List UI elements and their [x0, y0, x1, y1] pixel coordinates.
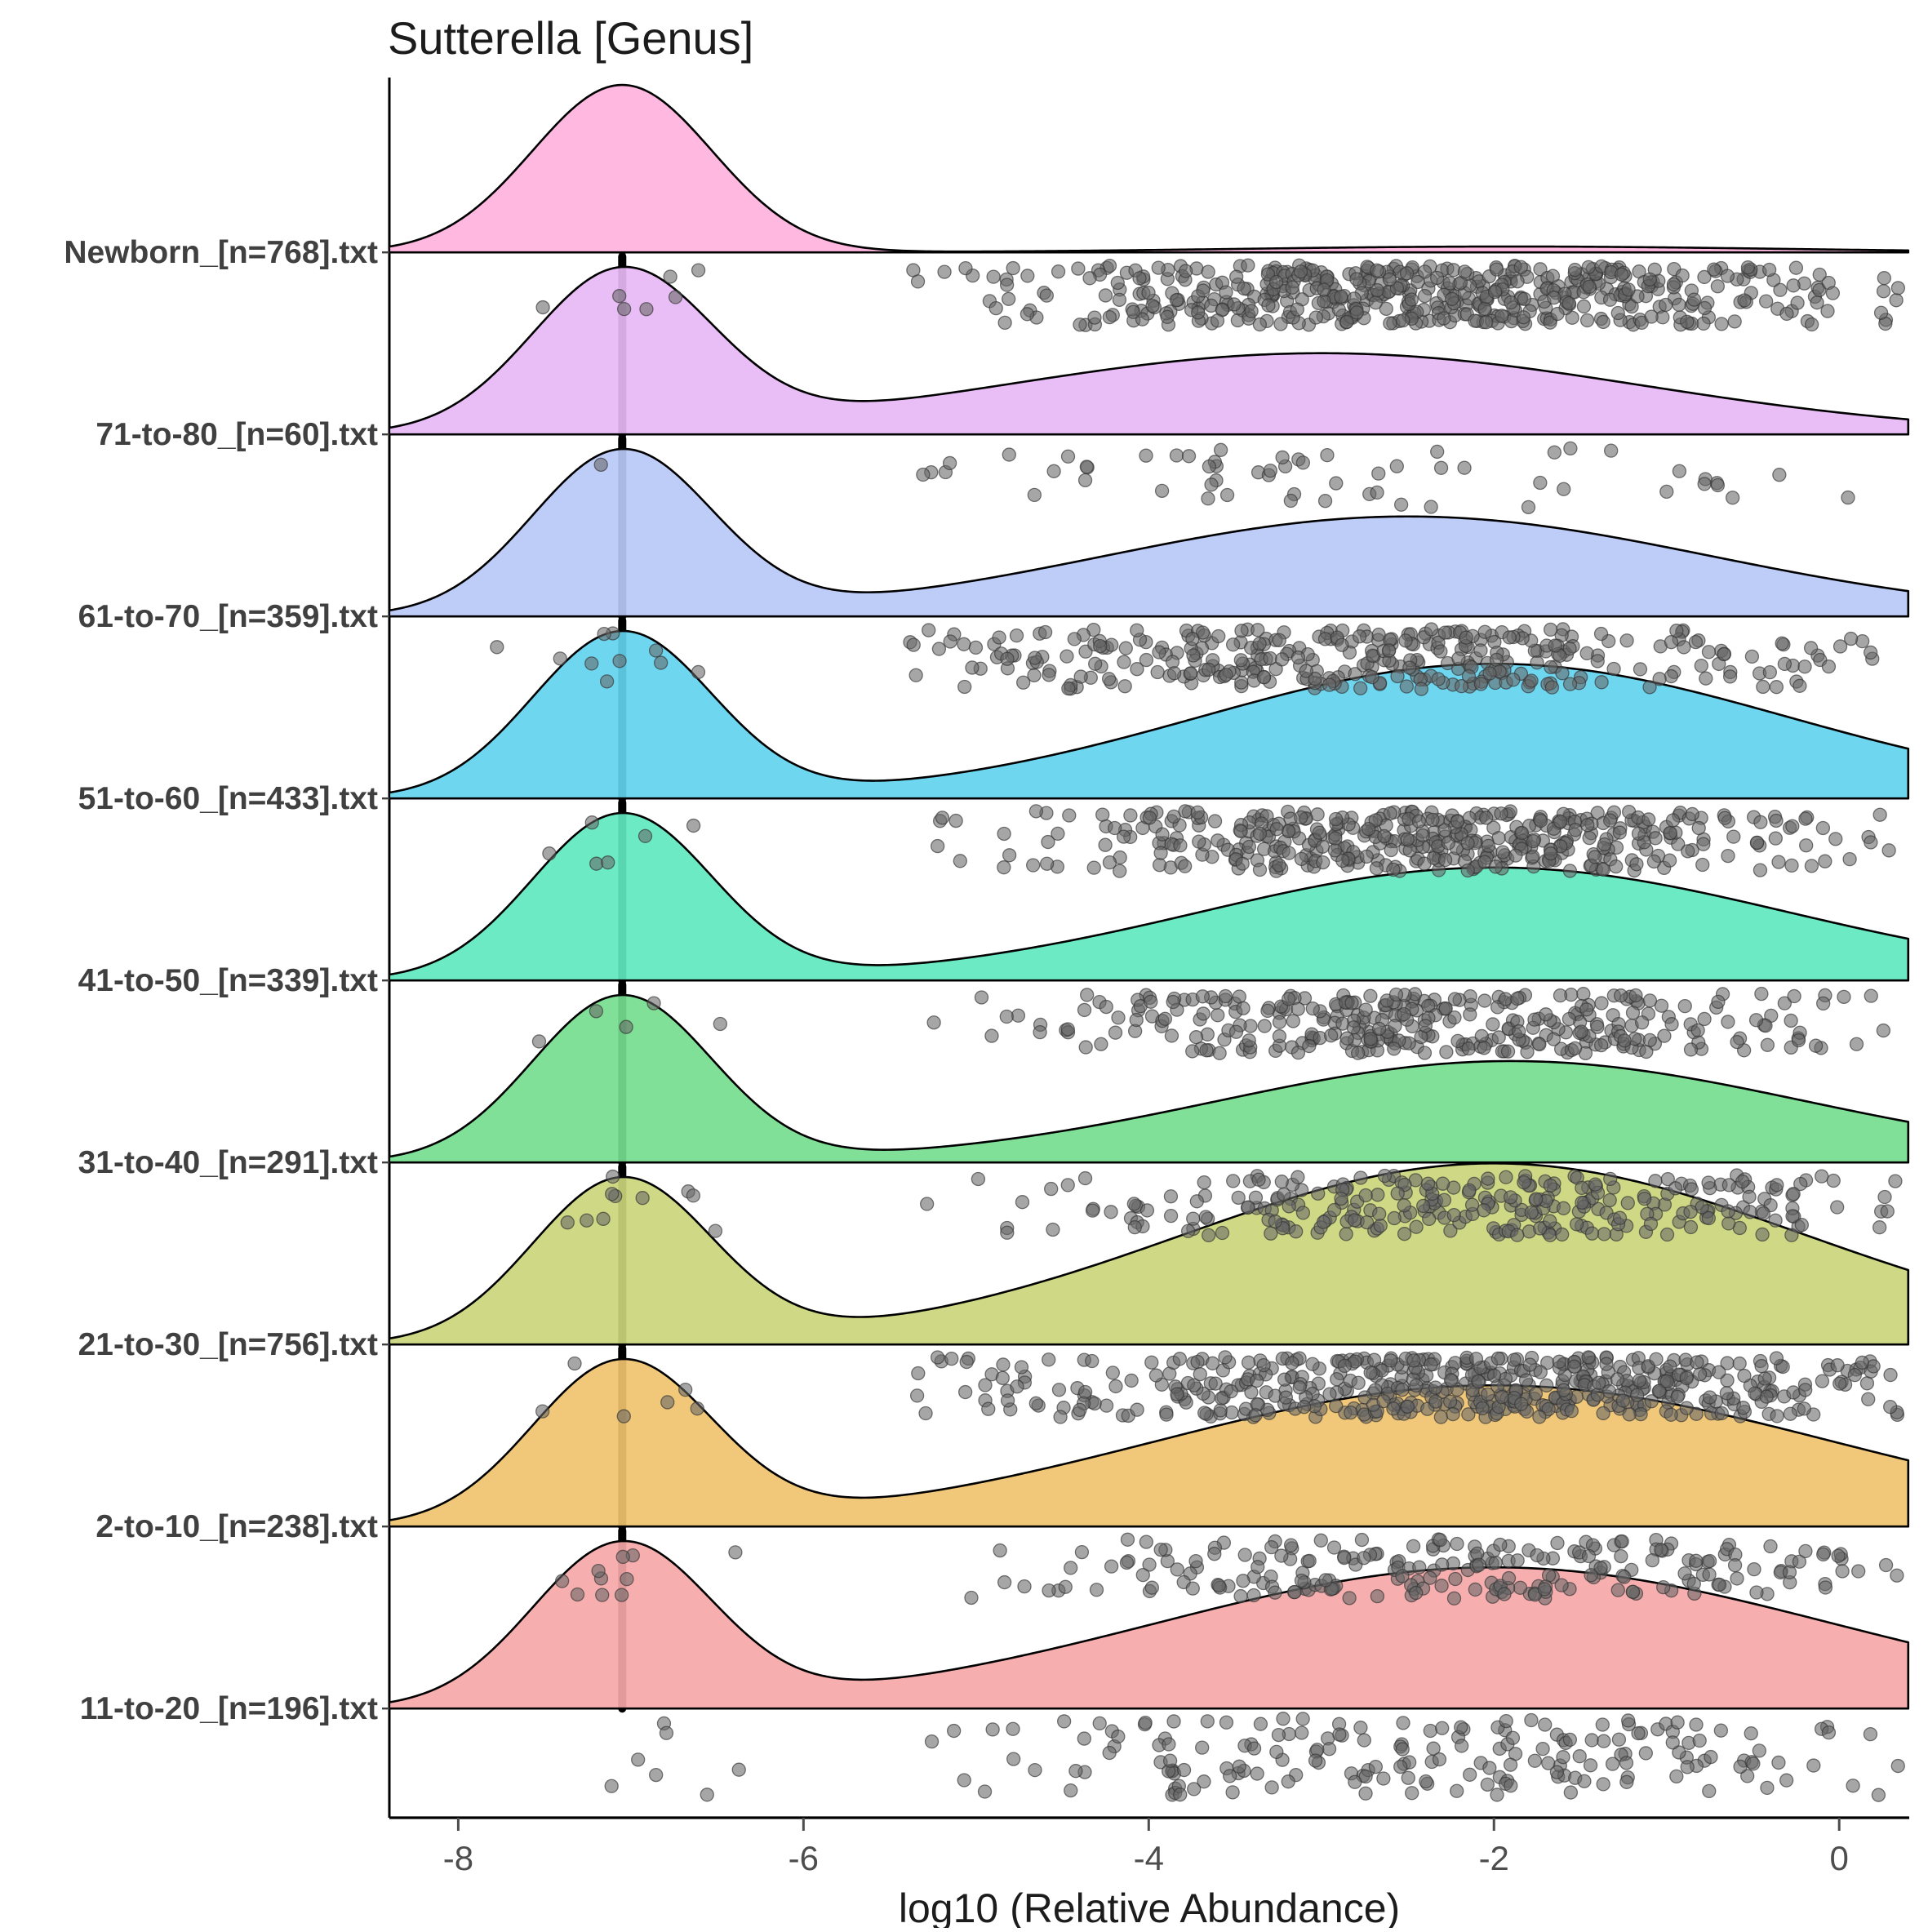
svg-text:log10 (Relative Abundance): log10 (Relative Abundance) — [899, 1885, 1400, 1928]
svg-text:-8: -8 — [443, 1839, 473, 1877]
svg-text:2-to-10_[n=238].txt: 2-to-10_[n=238].txt — [96, 1509, 378, 1544]
svg-text:41-to-50_[n=339].txt: 41-to-50_[n=339].txt — [78, 963, 378, 998]
svg-text:-2: -2 — [1479, 1839, 1509, 1877]
svg-text:Newborn_[n=768].txt: Newborn_[n=768].txt — [64, 235, 378, 270]
svg-text:51-to-60_[n=433].txt: 51-to-60_[n=433].txt — [78, 781, 378, 816]
svg-text:Sutterella [Genus]: Sutterella [Genus] — [388, 12, 753, 64]
svg-text:-6: -6 — [789, 1839, 819, 1877]
svg-text:71-to-80_[n=60].txt: 71-to-80_[n=60].txt — [96, 417, 378, 452]
svg-text:-4: -4 — [1134, 1839, 1164, 1877]
svg-text:0: 0 — [1830, 1839, 1849, 1877]
svg-text:61-to-70_[n=359].txt: 61-to-70_[n=359].txt — [78, 599, 378, 634]
svg-text:21-to-30_[n=756].txt: 21-to-30_[n=756].txt — [78, 1327, 378, 1362]
svg-text:31-to-40_[n=291].txt: 31-to-40_[n=291].txt — [78, 1145, 378, 1180]
svg-text:11-to-20_[n=196].txt: 11-to-20_[n=196].txt — [80, 1691, 378, 1726]
